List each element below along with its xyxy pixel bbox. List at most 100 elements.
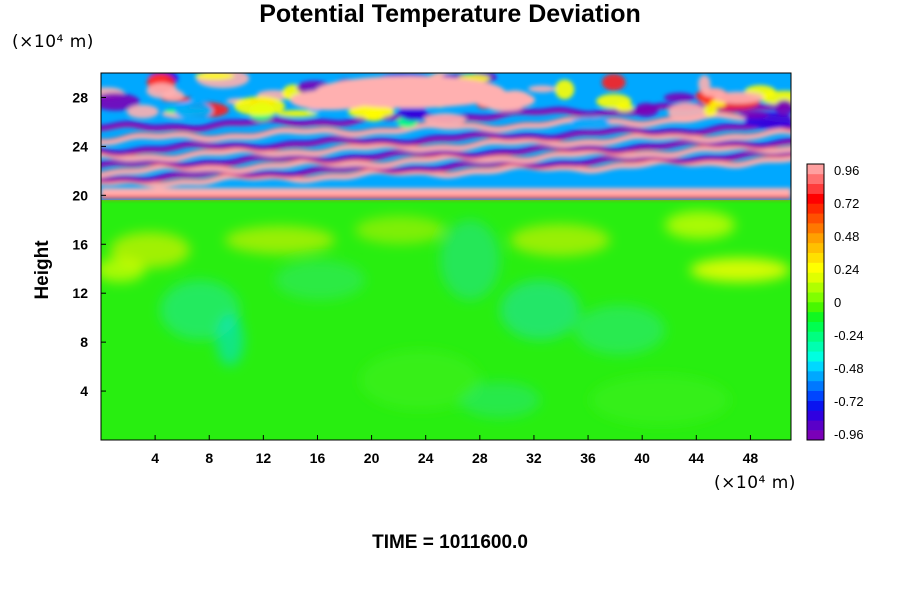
- colorbar-swatch-6: [807, 371, 824, 382]
- colorbar-swatch-15: [807, 282, 824, 293]
- wave-blob-55: [570, 116, 610, 128]
- colorbar-label-3: 0.24: [834, 262, 859, 277]
- wave-blob-66: [146, 83, 178, 99]
- colorbar-swatch-12: [807, 311, 824, 323]
- y-tick-label-6: 28: [72, 89, 88, 105]
- x-tick-label-11: 48: [743, 450, 759, 466]
- wave-band-5: [101, 120, 791, 156]
- colorbar-swatch-24: [807, 193, 824, 204]
- x-tick-label-10: 44: [689, 450, 705, 466]
- wave-blob-38: [702, 105, 718, 117]
- wave-band-2: [101, 143, 791, 179]
- colorbar-label-7: -0.72: [834, 394, 864, 409]
- wave-blob-13: [663, 92, 696, 103]
- wave-band-base-edge: [101, 196, 791, 199]
- wave-blob-52: [174, 100, 213, 121]
- wave-band-1: [101, 149, 791, 183]
- colorbar-swatch-1: [807, 420, 824, 431]
- colorbar-label-5: -0.24: [834, 328, 864, 343]
- x-tick-label-5: 24: [418, 450, 434, 466]
- colorbar-swatch-13: [807, 302, 824, 313]
- colorbar-label-4: 0: [834, 295, 841, 310]
- wave-blob-23: [101, 92, 140, 111]
- warm-region-b: [290, 90, 370, 110]
- wave-blob-57: [596, 94, 632, 109]
- y-axis-unit: (×10⁴ m): [12, 32, 94, 52]
- wave-blob-68: [667, 102, 705, 122]
- wave-blob-2: [276, 110, 318, 117]
- time-label: TIME = 1011600.0: [372, 532, 528, 553]
- colorbar-frame: [806, 163, 825, 441]
- x-tick-label-7: 32: [526, 450, 542, 466]
- colorbar-swatch-7: [807, 361, 824, 372]
- wave-blob-51: [738, 110, 769, 119]
- plot-frame: [100, 72, 792, 441]
- heatmap-upper-features: [101, 73, 791, 199]
- heatmap-lower-features: [101, 211, 790, 425]
- y-tick-label-5: 24: [72, 138, 88, 154]
- colorbar-swatch-4: [807, 390, 824, 401]
- wave-blob-26: [194, 73, 235, 80]
- wave-band-3: [101, 137, 791, 168]
- colorbar-swatch-16: [807, 272, 824, 283]
- colorbar-swatch-3: [807, 400, 824, 411]
- colorbar-label-2: 0.48: [834, 229, 859, 244]
- colorbar-swatch-5: [807, 380, 824, 392]
- heatmap-field: [101, 73, 791, 440]
- x-tick-label-2: 12: [256, 450, 272, 466]
- wave-blob-59: [713, 91, 764, 104]
- y-axis: 4 8 12 16 20 24 28: [72, 89, 106, 399]
- colorbar-swatch-9: [807, 341, 824, 352]
- wave-blob-39: [775, 99, 791, 116]
- wave-blob-50: [234, 96, 286, 116]
- wave-blob-6: [554, 79, 575, 100]
- colorbar-swatch-8: [807, 351, 824, 362]
- colorbar-swatch-10: [807, 331, 824, 342]
- wave-blob-29: [528, 85, 556, 93]
- colorbar: 0.96 0.72 0.48 0.24 0 -0.24 -0.48 -0.72 -0.96: [806, 163, 864, 442]
- wave-blob-33: [424, 113, 467, 126]
- y-tick-label-2: 12: [72, 285, 88, 301]
- warm-region-c: [475, 91, 535, 109]
- y-axis-label: Height: [32, 240, 53, 300]
- colorbar-swatch-23: [807, 203, 824, 214]
- colorbar-swatch-2: [807, 410, 824, 421]
- y-tick-label-0: 4: [80, 383, 88, 399]
- y-tick-label-1: 8: [80, 334, 88, 350]
- x-axis-unit: (×10⁴ m): [714, 473, 796, 493]
- wave-blob-14: [601, 73, 626, 91]
- wave-band-edge-1: [101, 153, 791, 184]
- colorbar-swatch-0: [807, 430, 824, 441]
- colorbar-swatch-25: [807, 183, 824, 194]
- colorbar-swatch-21: [807, 223, 824, 234]
- colorbar-label-0: 0.96: [834, 163, 859, 178]
- colorbar-swatch-17: [807, 262, 824, 273]
- wave-blob-46: [126, 104, 159, 119]
- colorbar-swatch-26: [807, 173, 824, 185]
- y-tick-label-3: 16: [72, 236, 88, 252]
- wave-blob-54: [634, 102, 659, 118]
- x-tick-label-4: 20: [364, 450, 380, 466]
- chart-title: Potential Temperature Deviation: [259, 0, 641, 28]
- colorbar-label-8: -0.96: [834, 427, 864, 442]
- wave-band-base: [101, 188, 791, 196]
- colorbar-swatch-27: [807, 164, 824, 175]
- y-tick-label-4: 20: [72, 187, 88, 203]
- x-tick-label-9: 40: [634, 450, 650, 466]
- colorbar-swatch-18: [807, 252, 824, 263]
- wave-band-edge-3: [101, 142, 791, 169]
- wave-blob-67: [698, 75, 711, 93]
- x-tick-label-3: 16: [310, 450, 326, 466]
- wave-band-4: [101, 127, 791, 162]
- colorbar-swatch-11: [807, 321, 824, 332]
- x-tick-label-1: 8: [205, 450, 213, 466]
- colorbar-swatch-22: [807, 213, 824, 224]
- colorbar-label-6: -0.48: [834, 361, 864, 376]
- x-tick-label-0: 4: [151, 450, 159, 466]
- colorbar-label-1: 0.72: [834, 196, 859, 211]
- x-tick-label-6: 28: [472, 450, 488, 466]
- colorbar-swatch-20: [807, 233, 824, 244]
- wave-blob-43: [363, 110, 384, 122]
- x-tick-label-8: 36: [580, 450, 596, 466]
